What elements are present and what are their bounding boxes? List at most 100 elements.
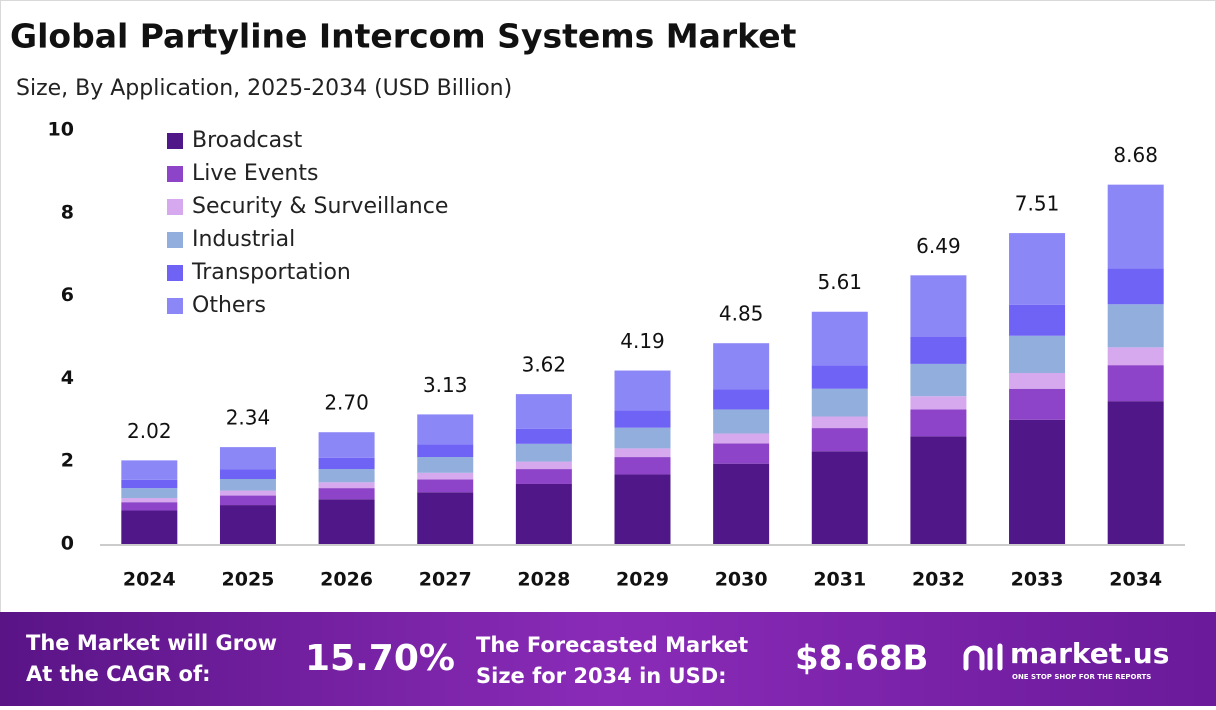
legend-label: Broadcast [192,128,303,153]
bar-segment [121,479,178,489]
total-label: 2.34 [226,406,271,430]
bar-segment [219,495,276,506]
x-tick-label: 2028 [517,569,570,591]
y-tick-label: 8 [61,201,74,223]
bar-segment [910,275,967,337]
bar-segment [713,443,770,464]
x-tick-label: 2034 [1109,569,1162,591]
brand-tagline: ONE STOP SHOP FOR THE REPORTS [1012,673,1151,681]
bar-segment [614,448,671,458]
bar-segment [318,499,375,544]
forecast-value: $8.68B [795,639,928,679]
total-label: 8.68 [1113,143,1158,167]
total-label: 3.13 [423,373,468,397]
total-label: 2.70 [324,391,369,415]
bar-segment [318,457,375,470]
x-tick-label: 2025 [222,569,275,591]
legend-swatch [167,166,183,182]
bar-segment [318,482,375,489]
bar-segment [1107,401,1164,544]
bar-segment [219,447,276,470]
y-tick-label: 2 [61,450,74,472]
bar-segment [515,394,572,429]
cagr-value: 15.70% [305,638,455,679]
bar-segment [713,433,770,444]
y-tick-label: 6 [61,284,74,306]
bar-segment [1107,304,1164,348]
bar-segment [614,427,671,449]
bar-segment [121,510,178,544]
bar-segment [417,414,474,445]
bar-segment [121,460,178,480]
total-label: 5.61 [818,270,863,294]
bar-segment [219,479,276,491]
legend-label: Live Events [192,161,318,186]
bar-segment [515,443,572,462]
bar-segment [713,409,770,434]
brand-logo [963,643,1003,671]
forecast-text: The Forecasted Market [476,633,748,657]
bar-segment [515,483,572,544]
bar-segment [713,463,770,544]
cagr-text: The Market will Grow [26,631,277,655]
bar-segment [417,479,474,493]
legend-label: Transportation [191,260,351,285]
bar-segment [417,472,474,480]
bar-segment [121,498,178,503]
legend-swatch [167,133,183,149]
bar-segment [1009,419,1066,544]
bar-segment [515,469,572,484]
x-tick-label: 2024 [123,569,176,591]
bar-segment [811,388,868,417]
bar-segment [318,469,375,483]
legend-label: Industrial [192,227,295,252]
logo-shape [963,645,985,671]
bar-segment [910,409,967,437]
bar-segment [417,444,474,458]
footer-band [0,612,1216,706]
bar-segment [1107,268,1164,305]
bar-segment [219,490,276,496]
bar-segment [1009,335,1066,374]
bar-segment [1009,304,1066,336]
y-tick-label: 4 [61,367,74,389]
bar-segment [318,488,375,500]
bar-segment [713,343,770,390]
bar-segment [219,469,276,480]
bar-segment [811,365,868,389]
bar-segment [614,370,671,411]
total-label: 7.51 [1015,192,1060,216]
bar-segment [614,457,671,475]
x-tick-label: 2030 [715,569,768,591]
y-tick-label: 0 [61,533,74,555]
bar-segment [417,457,474,473]
total-label: 4.85 [719,302,764,326]
bar-segment [121,502,178,511]
bar-segment [318,432,375,458]
x-tick-label: 2026 [320,569,373,591]
bar-segment [1009,388,1066,420]
bar-segment [1107,184,1164,269]
bar-segment [713,389,770,410]
forecast-text: Size for 2034 in USD: [476,664,727,688]
bar-segment [515,461,572,470]
bar-segment [811,428,868,452]
total-label: 6.49 [916,234,961,258]
bar-segment [1107,347,1164,366]
brand: market.us [1010,637,1169,670]
bar-segment [219,505,276,544]
bar-segment [1009,233,1066,305]
legend-swatch [167,298,183,314]
chart-title: Global Partyline Intercom Systems Market [10,17,797,56]
bar-segment [910,396,967,410]
bar-segment [811,451,868,544]
bar-segment [910,363,967,397]
bar-segment [515,428,572,444]
legend-label: Others [192,293,266,318]
bar-segment [811,416,868,429]
bar-segment [417,492,474,544]
total-label: 4.19 [620,329,665,353]
legend-swatch [167,265,183,281]
